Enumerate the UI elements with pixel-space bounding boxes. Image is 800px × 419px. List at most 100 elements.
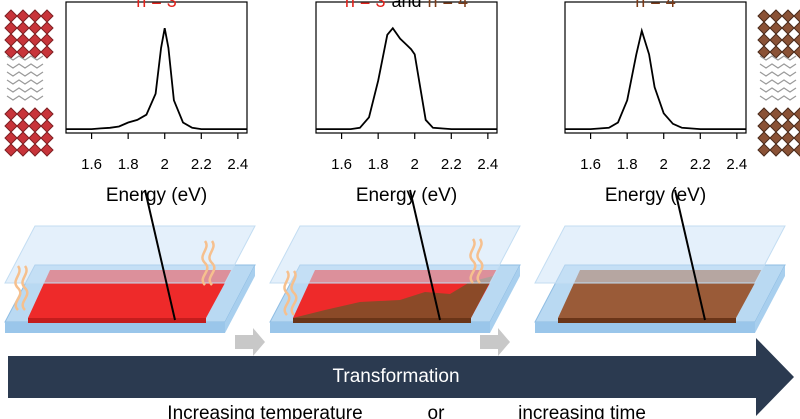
title-part: n = 3 (345, 0, 386, 11)
octahedron (40, 131, 54, 145)
octahedron (757, 119, 771, 133)
x-tick-label: 2.2 (441, 156, 462, 173)
octahedron (781, 9, 795, 23)
octahedron (769, 107, 783, 121)
glass-edge (755, 265, 785, 333)
octahedron (793, 119, 800, 133)
heat-wisp (21, 265, 29, 311)
organic-spacer (6, 63, 44, 69)
film (293, 318, 471, 323)
glass-edge (5, 322, 225, 333)
heat-wisp (201, 240, 209, 286)
octahedron (4, 107, 18, 121)
device (534, 189, 786, 333)
probe-line (674, 189, 706, 321)
octahedron (781, 21, 795, 35)
organic-spacer (759, 71, 797, 77)
x-tick-label: 2.4 (477, 156, 498, 173)
octahedron (16, 9, 30, 23)
octahedron (793, 107, 800, 121)
octahedron (16, 107, 30, 121)
octahedron (16, 33, 30, 47)
octahedron (781, 107, 795, 121)
arrow-head (756, 338, 794, 416)
octahedron (40, 33, 54, 47)
spectrum-line (565, 27, 746, 130)
octahedron (4, 119, 18, 133)
glass-cover (534, 225, 786, 284)
x-tick-label: 1.6 (331, 156, 352, 173)
octahedron (40, 45, 54, 59)
x-tick-label: 1.8 (118, 156, 139, 173)
octahedron (793, 131, 800, 145)
chart-title: n = 3 and n = 4 (345, 0, 468, 11)
glass-edge (490, 265, 520, 333)
x-axis-label: Energy (eV) (605, 185, 706, 206)
octahedron (781, 119, 795, 133)
octahedron (769, 33, 783, 47)
transformation-arrow (8, 356, 758, 398)
octahedron (28, 33, 42, 47)
octahedron (769, 131, 783, 145)
octahedron (793, 21, 800, 35)
x-tick-label: 2 (411, 156, 419, 173)
device (4, 189, 256, 333)
octahedron (793, 33, 800, 47)
film (28, 318, 206, 323)
x-tick-label: 1.6 (81, 156, 102, 173)
glass-edge (225, 265, 255, 333)
probe-line (409, 189, 441, 321)
spectrum-line (316, 26, 497, 130)
octahedron (40, 119, 54, 133)
octahedron (769, 119, 783, 133)
organic-spacer (759, 79, 797, 85)
octahedron (4, 21, 18, 35)
octahedron (769, 21, 783, 35)
heat-wisp (469, 238, 477, 284)
octahedron (757, 45, 771, 59)
spectrum-line (66, 28, 247, 130)
footer-text: increasing time (518, 403, 646, 419)
octahedron (757, 21, 771, 35)
x-tick-label: 2.4 (227, 156, 248, 173)
plot-frame (65, 1, 248, 134)
arrow-label: Transformation (332, 366, 459, 387)
organic-spacer (6, 95, 44, 101)
octahedron (16, 119, 30, 133)
x-tick-label: 1.8 (368, 156, 389, 173)
heat-wisp (208, 240, 216, 286)
title-part: n = 4 (635, 0, 676, 11)
chart-title: n = 4 (635, 0, 676, 11)
organic-spacer (759, 95, 797, 101)
octahedron (4, 33, 18, 47)
octahedron (28, 21, 42, 35)
octahedron (769, 9, 783, 23)
device (269, 189, 521, 333)
octahedron (757, 33, 771, 47)
x-tick-label: 2 (161, 156, 169, 173)
glass-edge (270, 322, 490, 333)
step-arrow (235, 328, 265, 356)
octahedron (40, 21, 54, 35)
footer-text: or (428, 403, 446, 419)
x-tick-label: 2.2 (690, 156, 711, 173)
organic-spacer (759, 87, 797, 93)
glass-cover (4, 225, 256, 284)
probe-line (144, 189, 176, 321)
film (558, 318, 736, 323)
octahedron (4, 9, 18, 23)
octahedron (4, 131, 18, 145)
octahedron (757, 143, 771, 157)
x-tick-label: 1.8 (617, 156, 638, 173)
organic-spacer (6, 55, 44, 61)
octahedron (793, 143, 800, 157)
octahedron (40, 9, 54, 23)
x-tick-label: 2 (660, 156, 668, 173)
footer-text: Increasing temperature (167, 403, 362, 419)
plot-frame (315, 1, 498, 134)
octahedron (769, 143, 783, 157)
organic-spacer (6, 79, 44, 85)
octahedron (28, 107, 42, 121)
heat-wisp (14, 265, 22, 311)
